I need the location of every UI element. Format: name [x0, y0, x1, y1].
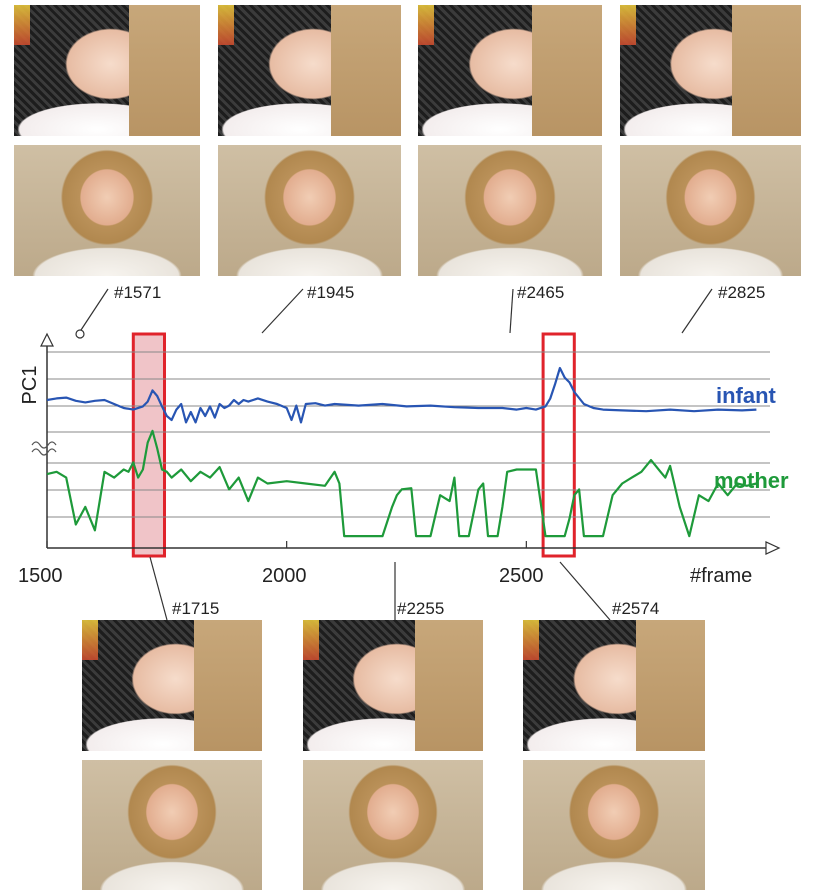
y-axis-arrow	[41, 334, 53, 346]
x-axis-label: #frame	[690, 565, 752, 587]
x-axis-arrow	[766, 542, 779, 554]
highlight-box	[543, 334, 574, 556]
highlight-box	[133, 334, 164, 556]
frame-label: #1945	[307, 283, 354, 302]
frame-label: #2574	[612, 599, 659, 618]
infant-series-label: infant	[716, 383, 777, 408]
axis-break-icon	[32, 442, 56, 455]
leader-lines	[76, 289, 712, 620]
x-ticks	[47, 541, 526, 548]
frame-label: #1715	[172, 599, 219, 618]
x-tick-label: 2500	[499, 565, 544, 587]
frame-label: #2255	[397, 599, 444, 618]
mother-series-label: mother	[714, 468, 789, 493]
y-axis-label: PC1	[19, 366, 41, 405]
x-tick-label: 2000	[262, 565, 307, 587]
frame-label: #1571	[114, 283, 161, 302]
frame-label: #2465	[517, 283, 564, 302]
x-tick-label: 1500	[18, 565, 63, 587]
frame-label: #2825	[718, 283, 765, 302]
